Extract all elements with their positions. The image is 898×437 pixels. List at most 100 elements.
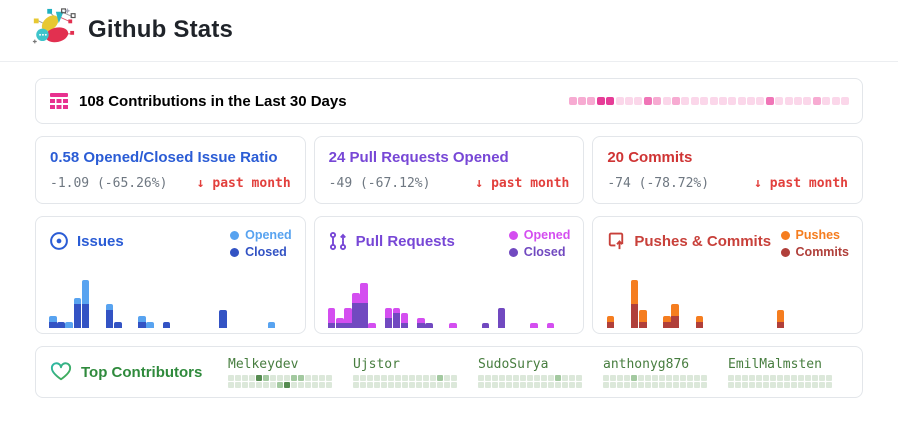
bar-slot[interactable] — [211, 272, 219, 328]
bar-slot[interactable] — [105, 272, 114, 328]
bar-slot[interactable] — [179, 272, 187, 328]
contribution-day-cell[interactable] — [803, 97, 812, 105]
bar-segment-opened[interactable] — [336, 318, 344, 323]
bar-segment-commits[interactable] — [671, 316, 679, 328]
bar-slot[interactable] — [235, 272, 243, 328]
bar-slot[interactable] — [267, 272, 276, 328]
bar-slot[interactable] — [417, 272, 425, 328]
bar-segment-pushes[interactable] — [695, 316, 704, 322]
contribution-day-cell[interactable] — [812, 97, 821, 105]
contribution-day-cell[interactable] — [681, 97, 690, 105]
bar-segment-commits[interactable] — [606, 322, 615, 328]
bar-slot[interactable] — [679, 272, 687, 328]
contribution-day-cell[interactable] — [643, 97, 652, 105]
bar-segment-closed[interactable] — [392, 313, 401, 328]
pull-requests-bar-chart[interactable] — [327, 272, 571, 328]
bar-segment-opened[interactable] — [384, 308, 393, 318]
bar-slot[interactable] — [736, 272, 744, 328]
bar-slot[interactable] — [336, 272, 344, 328]
bar-slot[interactable] — [514, 272, 522, 328]
bar-slot[interactable] — [801, 272, 809, 328]
bar-slot[interactable] — [554, 272, 562, 328]
bar-slot[interactable] — [81, 272, 90, 328]
bar-slot[interactable] — [728, 272, 736, 328]
contribution-day-cell[interactable] — [765, 97, 774, 105]
bar-slot[interactable] — [457, 272, 465, 328]
bar-segment-closed[interactable] — [336, 323, 344, 328]
bar-slot[interactable] — [73, 272, 82, 328]
bar-slot[interactable] — [154, 272, 162, 328]
bar-segment-closed[interactable] — [497, 308, 506, 328]
bar-segment-opened[interactable] — [81, 280, 90, 304]
bar-slot[interactable] — [187, 272, 195, 328]
bar-slot[interactable] — [259, 272, 267, 328]
bar-slot[interactable] — [546, 272, 554, 328]
bar-slot[interactable] — [368, 272, 376, 328]
bar-slot[interactable] — [146, 272, 154, 328]
bar-slot[interactable] — [623, 272, 631, 328]
bar-slot[interactable] — [243, 272, 251, 328]
bar-slot[interactable] — [433, 272, 441, 328]
bar-segment-closed[interactable] — [417, 323, 425, 328]
bar-segment-pushes[interactable] — [776, 310, 785, 322]
bar-segment-closed[interactable] — [114, 322, 122, 328]
contribution-day-cell[interactable] — [671, 97, 680, 105]
bar-segment-opened[interactable] — [417, 318, 425, 323]
bar-segment-opened[interactable] — [327, 308, 336, 323]
bar-segment-opened[interactable] — [138, 316, 146, 322]
contribution-day-cell[interactable] — [700, 97, 709, 105]
bar-segment-opened[interactable] — [360, 283, 368, 303]
contribution-day-cell[interactable] — [568, 97, 577, 105]
bar-slot[interactable] — [614, 272, 622, 328]
contribution-day-cell[interactable] — [578, 97, 587, 105]
bar-segment-pushes[interactable] — [671, 304, 679, 316]
bar-segment-commits[interactable] — [776, 322, 785, 328]
contribution-day-cell[interactable] — [615, 97, 624, 105]
contribution-day-cell[interactable] — [596, 97, 605, 105]
bar-segment-closed[interactable] — [425, 323, 433, 328]
contributor-name[interactable]: EmilMalmsten — [728, 356, 822, 372]
bar-slot[interactable] — [703, 272, 711, 328]
bar-slot[interactable] — [360, 272, 368, 328]
contributor[interactable]: Ujstor — [353, 357, 457, 388]
bar-segment-closed[interactable] — [57, 322, 65, 328]
bar-segment-closed[interactable] — [138, 322, 146, 328]
bar-slot[interactable] — [630, 272, 639, 328]
bar-slot[interactable] — [647, 272, 655, 328]
contributor-name[interactable]: SudoSurya — [478, 356, 549, 372]
contribution-day-cell[interactable] — [756, 97, 765, 105]
bar-slot[interactable] — [481, 272, 490, 328]
bar-slot[interactable] — [817, 272, 825, 328]
bar-segment-opened[interactable] — [65, 322, 73, 328]
bar-slot[interactable] — [327, 272, 336, 328]
bar-slot[interactable] — [400, 272, 409, 328]
bar-slot[interactable] — [89, 272, 97, 328]
bar-slot[interactable] — [490, 272, 498, 328]
bar-segment-commits[interactable] — [630, 304, 639, 328]
contribution-day-cell[interactable] — [737, 97, 746, 105]
contribution-day-cell[interactable] — [831, 97, 840, 105]
contribution-day-cell[interactable] — [606, 97, 615, 105]
bar-slot[interactable] — [687, 272, 695, 328]
bar-slot[interactable] — [522, 272, 530, 328]
contribution-day-cell[interactable] — [784, 97, 793, 105]
contributor[interactable]: EmilMalmsten — [728, 357, 832, 388]
bar-segment-closed[interactable] — [352, 303, 360, 328]
bar-segment-closed[interactable] — [81, 304, 90, 328]
bar-slot[interactable] — [138, 272, 146, 328]
bar-slot[interactable] — [98, 272, 106, 328]
bar-segment-opened[interactable] — [352, 293, 360, 303]
contributor-name[interactable]: Ujstor — [353, 356, 400, 372]
bar-segment-opened[interactable] — [392, 308, 401, 313]
bar-slot[interactable] — [170, 272, 178, 328]
bar-slot[interactable] — [720, 272, 728, 328]
bar-slot[interactable] — [465, 272, 473, 328]
contribution-day-cell[interactable] — [625, 97, 634, 105]
bar-slot[interactable] — [449, 272, 457, 328]
bar-segment-closed[interactable] — [384, 318, 393, 328]
bar-slot[interactable] — [655, 272, 663, 328]
bar-segment-commits[interactable] — [639, 322, 647, 328]
bar-segment-pushes[interactable] — [663, 316, 671, 322]
bar-segment-pushes[interactable] — [630, 280, 639, 304]
bar-slot[interactable] — [276, 272, 284, 328]
